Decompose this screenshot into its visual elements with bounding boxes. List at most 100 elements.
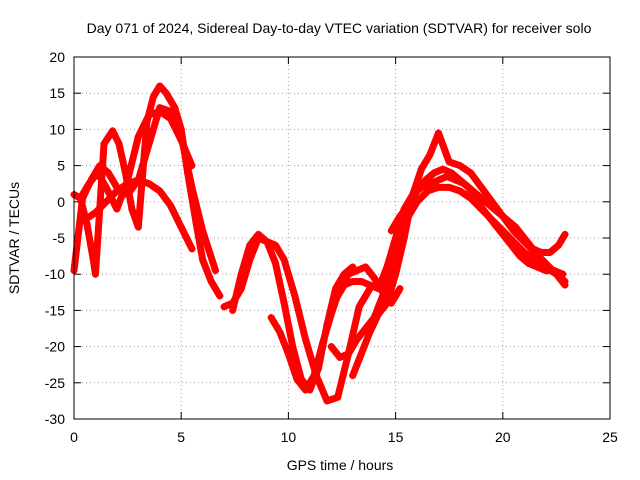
data-point bbox=[102, 183, 110, 191]
data-point bbox=[396, 285, 404, 293]
data-point bbox=[467, 169, 475, 177]
y-tick-label: 15 bbox=[49, 85, 65, 101]
data-point bbox=[542, 267, 550, 275]
data-point bbox=[246, 241, 254, 249]
data-point bbox=[302, 335, 310, 343]
data-point bbox=[355, 303, 363, 311]
series-line bbox=[349, 129, 569, 380]
data-point bbox=[284, 350, 292, 358]
data-point bbox=[546, 248, 554, 256]
data-point bbox=[96, 162, 104, 170]
data-point bbox=[254, 230, 262, 238]
data-point bbox=[561, 230, 569, 238]
y-tick-label: -5 bbox=[53, 230, 66, 246]
data-point bbox=[272, 241, 280, 249]
data-point bbox=[366, 328, 374, 336]
x-tick-label: 10 bbox=[281, 429, 297, 445]
data-point bbox=[426, 180, 434, 188]
data-point bbox=[113, 205, 121, 213]
data-point bbox=[445, 158, 453, 166]
data-point bbox=[422, 176, 430, 184]
data-point bbox=[379, 292, 387, 300]
data-point bbox=[76, 194, 84, 202]
data-point bbox=[134, 223, 142, 231]
data-point bbox=[109, 127, 117, 135]
data-point bbox=[362, 263, 370, 271]
data-point bbox=[237, 270, 245, 278]
data-point bbox=[89, 256, 97, 264]
data-point bbox=[550, 267, 558, 275]
y-tick-label: -20 bbox=[45, 339, 65, 355]
y-tick-label: -30 bbox=[45, 411, 65, 427]
data-point bbox=[490, 220, 498, 228]
x-tick-label: 0 bbox=[70, 429, 78, 445]
data-point bbox=[162, 89, 170, 97]
data-point bbox=[166, 107, 174, 115]
data-point bbox=[145, 111, 153, 119]
data-point bbox=[516, 252, 524, 260]
y-axis-label: SDTVAR / TECUs bbox=[6, 182, 22, 294]
data-point bbox=[177, 136, 185, 144]
data-point bbox=[319, 339, 327, 347]
data-point bbox=[188, 183, 196, 191]
data-point bbox=[344, 270, 352, 278]
data-point bbox=[291, 292, 299, 300]
data-point bbox=[302, 386, 310, 394]
data-point bbox=[366, 281, 374, 289]
data-point bbox=[374, 285, 382, 293]
data-point bbox=[166, 201, 174, 209]
data-point bbox=[507, 241, 515, 249]
data-point bbox=[482, 209, 490, 217]
data-point bbox=[276, 328, 284, 336]
data-point bbox=[94, 169, 102, 177]
data-point bbox=[280, 256, 288, 264]
data-series bbox=[70, 82, 569, 405]
x-axis-label: GPS time / hours bbox=[287, 457, 394, 473]
data-point bbox=[134, 133, 142, 141]
data-point bbox=[370, 274, 378, 282]
data-point bbox=[149, 93, 157, 101]
data-point bbox=[91, 270, 99, 278]
data-point bbox=[349, 277, 357, 285]
data-point bbox=[229, 306, 237, 314]
data-point bbox=[171, 104, 179, 112]
data-point bbox=[445, 183, 453, 191]
data-point bbox=[115, 140, 123, 148]
data-point bbox=[447, 169, 455, 177]
data-point bbox=[387, 227, 395, 235]
data-point bbox=[272, 259, 280, 267]
data-point bbox=[100, 140, 108, 148]
data-point bbox=[456, 162, 464, 170]
series-arc-4 bbox=[76, 107, 196, 213]
chart-title: Day 071 of 2024, Sidereal Day-to-day VTE… bbox=[87, 20, 592, 36]
data-point bbox=[310, 372, 318, 380]
y-tick-label: 5 bbox=[57, 158, 65, 174]
data-point bbox=[349, 372, 357, 380]
y-tick-label: -10 bbox=[45, 266, 65, 282]
data-point bbox=[332, 296, 340, 304]
plot-frame bbox=[73, 56, 611, 420]
data-point bbox=[426, 151, 434, 159]
data-point bbox=[102, 198, 110, 206]
data-point bbox=[124, 176, 132, 184]
data-point bbox=[357, 350, 365, 358]
data-point bbox=[520, 248, 528, 256]
data-point bbox=[542, 259, 550, 267]
data-point bbox=[464, 183, 472, 191]
data-point bbox=[533, 263, 541, 271]
data-point bbox=[559, 270, 567, 278]
y-tick-label: 0 bbox=[57, 194, 65, 210]
data-point bbox=[456, 187, 464, 195]
data-point bbox=[434, 183, 442, 191]
data-point bbox=[199, 256, 207, 264]
y-tick-label: -25 bbox=[45, 375, 65, 391]
data-point bbox=[499, 230, 507, 238]
series-arc-10 bbox=[349, 129, 569, 380]
data-point bbox=[392, 270, 400, 278]
data-point bbox=[188, 162, 196, 170]
data-point bbox=[85, 180, 93, 188]
y-tick-label: -15 bbox=[45, 302, 65, 318]
data-point bbox=[156, 107, 164, 115]
data-point bbox=[293, 375, 301, 383]
series-line bbox=[76, 107, 196, 213]
